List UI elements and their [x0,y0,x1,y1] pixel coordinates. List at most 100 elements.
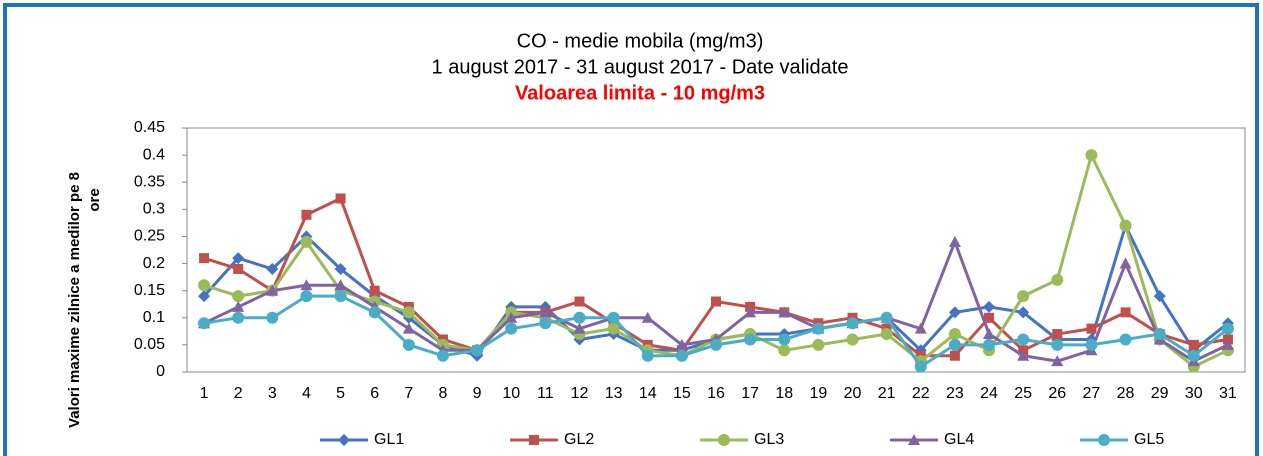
marker [914,322,927,334]
y-axis-label: Valori maxime zilnice a medilor pe 8 ore [66,172,103,428]
marker [778,344,791,357]
marker [198,279,211,292]
marker [1051,355,1064,367]
marker [718,434,730,446]
marker [1120,307,1131,318]
marker [1017,333,1030,346]
y-tick-label: 0 [156,363,165,380]
x-tick-label: 29 [1151,385,1169,402]
marker [908,434,920,445]
marker [1153,328,1166,341]
marker [880,311,893,324]
marker [1051,273,1064,286]
marker [199,253,210,264]
marker [711,296,721,307]
x-tick-label: 1 [200,385,209,402]
marker [334,262,347,275]
marker [1119,333,1132,346]
marker [914,360,927,373]
x-tick-label: 12 [571,385,589,402]
marker [983,338,996,351]
x-tick-label: 7 [404,385,413,402]
marker [539,306,552,318]
marker [369,285,380,296]
x-tick-label: 2 [234,385,243,402]
marker [641,349,654,362]
marker [1119,219,1132,232]
marker [335,193,346,204]
marker [1086,323,1097,334]
marker [1187,349,1200,362]
x-tick-label: 23 [946,385,964,402]
marker [334,279,347,291]
x-tick-label: 24 [980,385,998,402]
marker [539,317,552,330]
marker [471,344,484,357]
x-tick-label: 28 [1117,385,1135,402]
marker [710,338,722,351]
marker [641,311,654,323]
marker [1221,338,1234,350]
x-tick-label: 22 [912,385,930,402]
marker [1085,149,1098,162]
y-label-line: Valori maxime zilnice a medilor pe 8 [66,172,83,428]
x-tick-label: 4 [302,385,311,402]
x-tick-label: 21 [878,385,896,402]
marker [300,279,313,291]
marker [675,338,688,350]
plot-area [186,127,1246,373]
marker [232,311,245,324]
legend-label: GL5 [1134,431,1164,448]
marker [574,296,585,307]
y-tick-label: 0.3 [143,201,165,218]
y-label-line: ore [86,188,103,211]
marker [846,333,859,346]
x-tick-label: 6 [370,385,379,402]
marker [198,317,211,330]
marker [1085,338,1098,351]
marker [301,209,312,220]
y-tick-label: 0.25 [134,228,165,245]
marker [949,350,960,361]
marker [402,322,415,334]
marker [436,349,449,362]
marker [334,290,347,303]
marker [1119,257,1132,269]
marker [1153,290,1166,303]
marker [573,311,586,324]
marker [300,235,313,248]
marker [573,322,586,334]
marker [402,338,415,351]
y-tick-label: 0.05 [134,336,165,353]
marker [948,235,961,247]
y-tick-label: 0.2 [143,255,165,272]
annotation: Valoarea limita - 10 mg/m3 [515,82,765,104]
marker [778,306,791,318]
chart-subtitle: 1 august 2017 - 31 august 2017 - Date va… [432,56,849,78]
x-tick-label: 8 [439,385,448,402]
x-tick-label: 9 [473,385,482,402]
marker [505,322,518,335]
x-tick-label: 26 [1048,385,1066,402]
x-tick-label: 14 [639,385,657,402]
marker [1221,322,1234,335]
x-tick-label: 20 [844,385,862,402]
x-tick-label: 25 [1014,385,1032,402]
marker [266,284,279,296]
marker [233,263,244,274]
marker [983,328,996,340]
y-tick-label: 0.4 [143,146,165,163]
x-tick-label: 18 [775,385,793,402]
x-tick-label: 13 [605,385,623,402]
marker [744,306,757,318]
marker [232,290,245,303]
marker [812,338,825,351]
marker [1052,329,1063,340]
chart-title: CO - medie mobila (mg/m3) [517,30,764,52]
marker [948,338,961,351]
marker [232,300,245,312]
x-tick-label: 10 [502,385,520,402]
marker [300,290,313,303]
marker [266,262,279,275]
